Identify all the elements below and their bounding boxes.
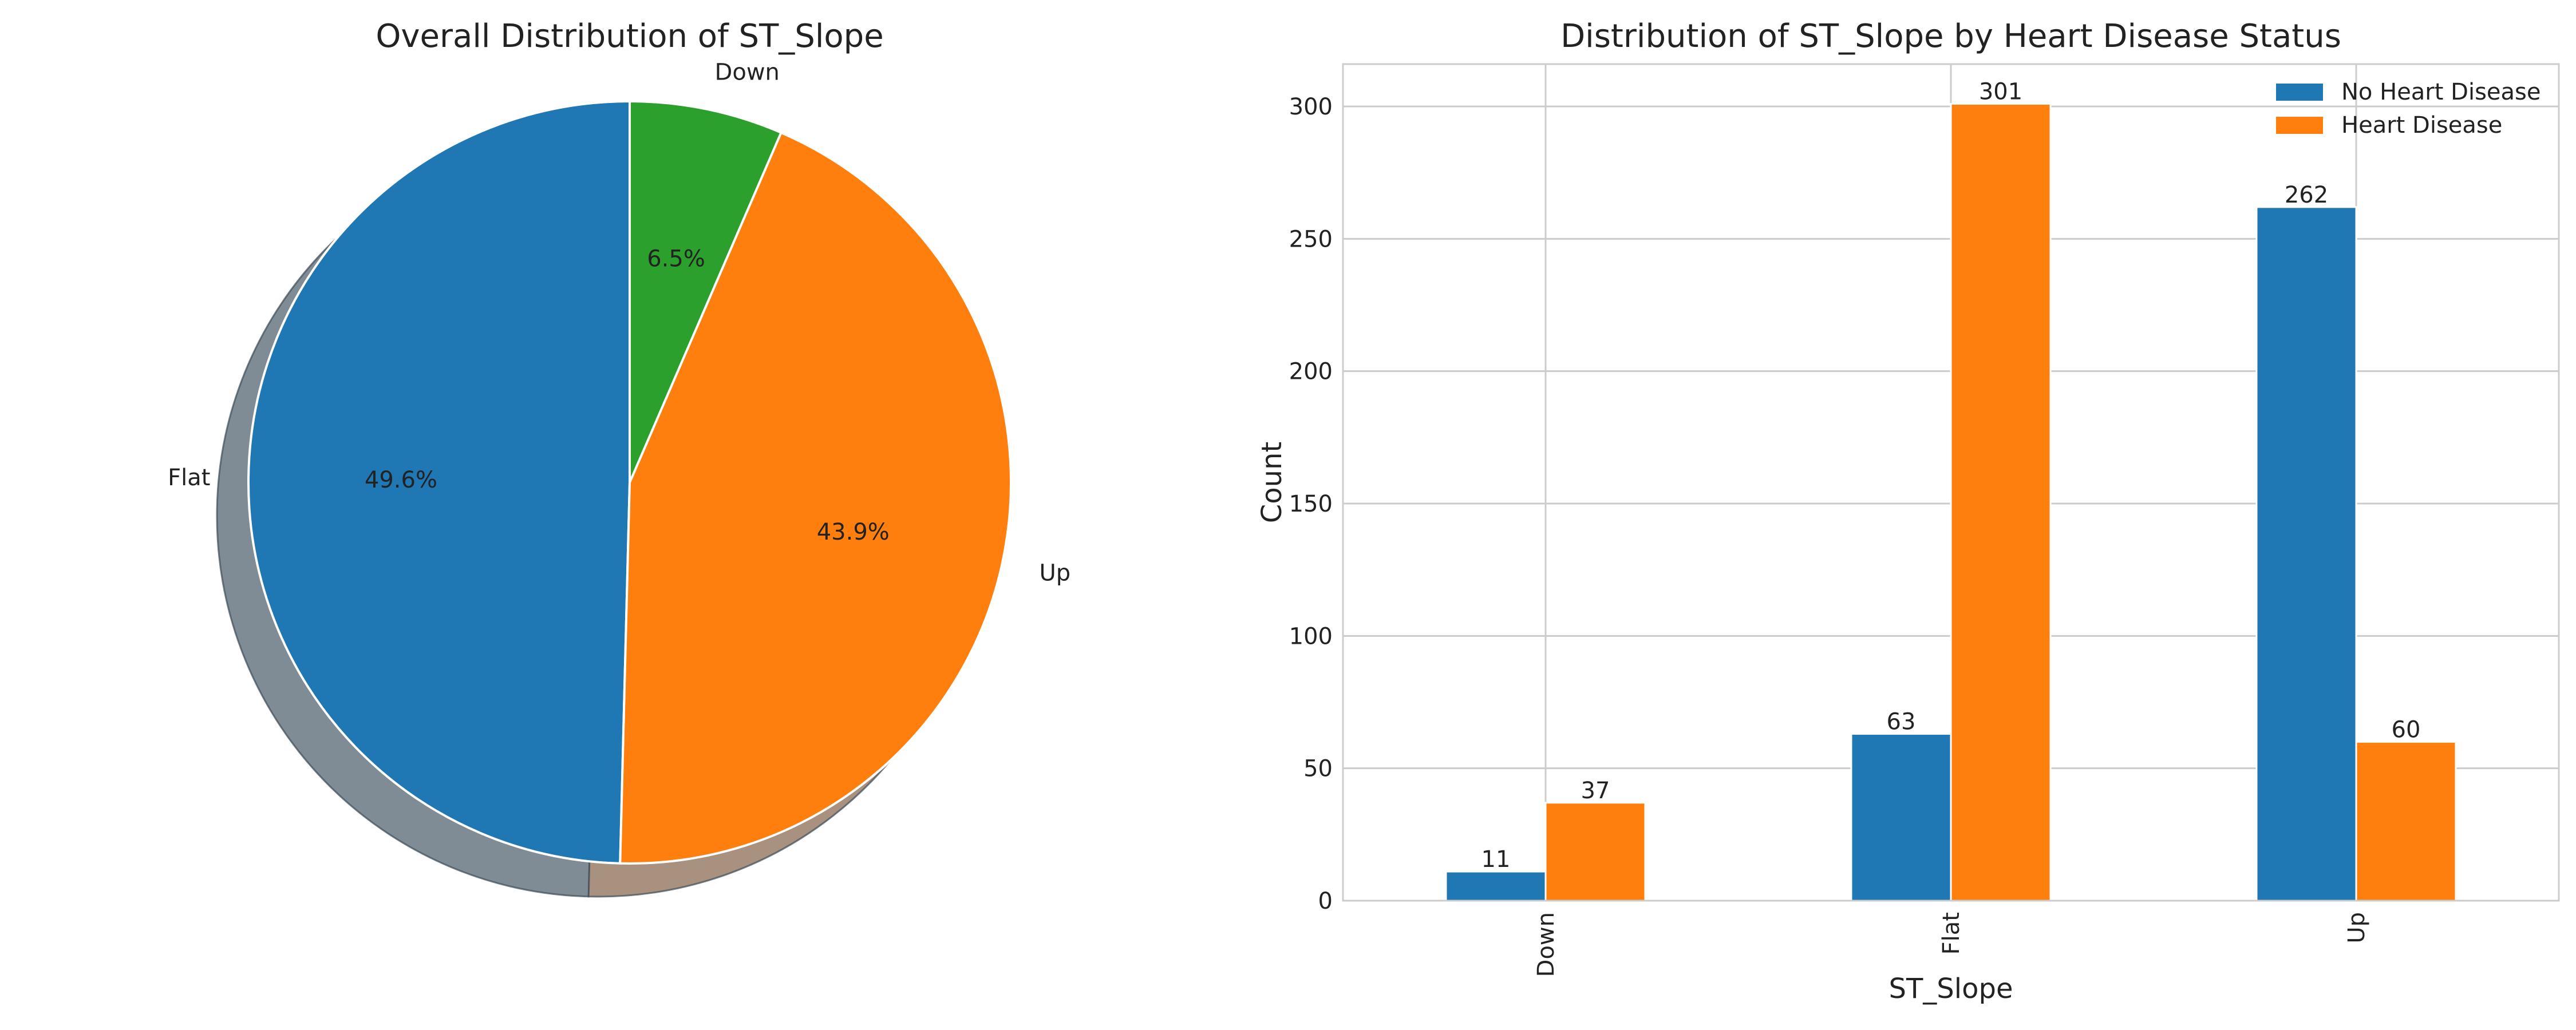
pie-category-label: Down	[715, 60, 780, 86]
bar-up-no-heart-disease	[2255, 206, 2357, 902]
bar-down-no-heart-disease	[1445, 870, 1547, 902]
y-tick-label: 300	[1289, 94, 1333, 120]
x-tick-label: Down	[1533, 912, 1559, 977]
bar-ticks: 0 50 100 150 200 250 300 Down Flat Up	[1289, 94, 2370, 977]
bar-flat-heart-disease	[1950, 102, 2052, 902]
bar-value-label: 301	[1979, 78, 2022, 105]
bar-value-label: 60	[2392, 716, 2421, 743]
bar-marks	[1445, 102, 2457, 902]
legend: No Heart Disease Heart Disease	[2276, 79, 2541, 138]
pie-slice-up	[619, 131, 1012, 865]
y-tick-label: 0	[1318, 888, 1333, 914]
pie-chart: Overall Distribution of ST_Slope Flat 49.…	[168, 18, 1070, 898]
y-axis-label: Count	[1256, 442, 1288, 524]
pie-percent-label: 6.5%	[647, 246, 705, 272]
legend-swatch	[2276, 84, 2323, 101]
bar-value-label: 63	[1887, 709, 1916, 735]
legend-label: No Heart Disease	[2341, 79, 2541, 105]
y-tick-label: 100	[1289, 623, 1333, 649]
pie-slice-down	[629, 100, 783, 484]
x-tick-label: Flat	[1938, 912, 1965, 954]
y-tick-label: 250	[1289, 226, 1333, 252]
bar-down-heart-disease	[1544, 802, 1646, 902]
bar-chart: Distribution of ST_Slope by Heart Diseas…	[1256, 18, 2560, 1005]
bar-value-label: 11	[1481, 846, 1511, 873]
bar-flat-no-heart-disease	[1850, 733, 1952, 902]
y-tick-label: 150	[1289, 491, 1333, 517]
bar-title: Distribution of ST_Slope by Heart Diseas…	[1560, 18, 2341, 55]
bar-up-heart-disease	[2355, 740, 2457, 902]
pie-slice-flat	[247, 100, 631, 865]
pie-labels: Flat 49.6% Up 43.9% Down 6.5%	[168, 60, 1070, 587]
pie-percent-label: 43.9%	[817, 519, 890, 545]
pie-category-label: Up	[1039, 560, 1070, 587]
bar-value-label: 262	[2285, 182, 2328, 208]
legend-swatch	[2276, 117, 2323, 134]
axes-frame	[1342, 63, 2560, 902]
pie-category-label: Flat	[168, 465, 210, 491]
x-tick-label: Up	[2344, 912, 2370, 944]
y-tick-label: 200	[1289, 359, 1333, 385]
pie-title: Overall Distribution of ST_Slope	[376, 18, 883, 55]
bar-value-label: 37	[1581, 778, 1610, 804]
x-axis-label: ST_Slope	[1889, 973, 2013, 1005]
bar-value-labels: 11 37 63 301 262 60	[1481, 78, 2421, 873]
y-tick-label: 50	[1303, 756, 1333, 782]
legend-label: Heart Disease	[2341, 112, 2502, 138]
pie-slices	[247, 100, 1012, 865]
pie-percent-label: 49.6%	[365, 467, 437, 493]
